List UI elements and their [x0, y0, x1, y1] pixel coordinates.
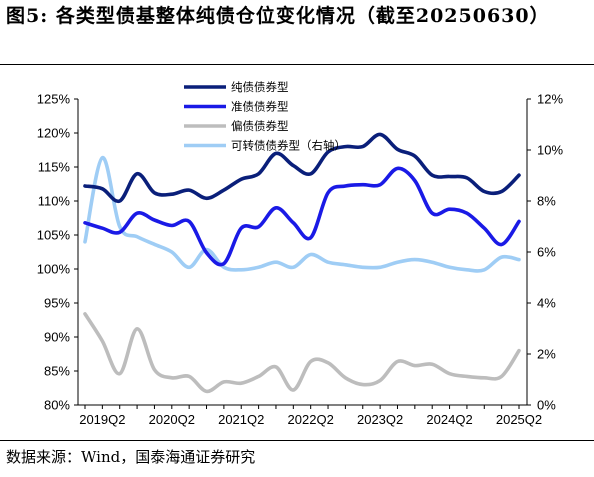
left-y-tick-label: 85% [44, 364, 70, 379]
right-y-tick-label: 4% [537, 296, 556, 311]
x-tick-label: 2025Q2 [496, 412, 542, 427]
right-y-tick-label: 12% [537, 92, 563, 107]
legend-label-pure-bond: 纯债债券型 [231, 80, 289, 94]
legend-label-convertible-bond: 可转债债券型（右轴） [231, 139, 346, 153]
right-y-tick-label: 6% [537, 245, 556, 260]
source-note: 数据来源：Wind，国泰海通证券研究 [6, 448, 256, 466]
right-y-tick-label: 10% [537, 143, 563, 158]
series-line-partial-bond [83, 312, 521, 394]
series-line-quasi-bond [83, 166, 521, 267]
x-tick-label: 2020Q2 [149, 412, 195, 427]
right-y-tick-label: 2% [537, 347, 556, 362]
left-y-tick-label: 105% [37, 228, 71, 243]
series-line-convertible-bond [83, 155, 521, 273]
chart-series [83, 132, 521, 394]
left-y-tick-label: 115% [38, 160, 71, 175]
x-tick-label: 2021Q2 [218, 412, 264, 427]
chart-title: 图5: 各类型债基整体纯债仓位变化情况（截至20250630） [6, 5, 550, 27]
right-y-tick-label: 8% [537, 194, 556, 209]
legend-label-partial-bond: 偏债债券型 [231, 119, 289, 133]
right-y-tick-label: 0% [537, 398, 556, 413]
legend-label-quasi-bond: 准债债券型 [231, 100, 289, 114]
title-divider [0, 64, 594, 65]
left-y-tick-label: 80% [44, 398, 70, 413]
line-chart: 80% 85% 90% 95% 100% 105% 110% 115% 120% 125% 0% 2%… [37, 80, 564, 428]
left-y-tick-label: 90% [44, 330, 70, 345]
left-y-tick-label: 120% [37, 126, 71, 141]
left-y-tick-label: 110% [38, 194, 71, 209]
x-tick-label: 2023Q2 [357, 412, 403, 427]
x-tick-label: 2019Q2 [79, 412, 125, 427]
left-y-tick-label: 95% [44, 296, 70, 311]
left-y-tick-label: 100% [37, 262, 71, 277]
series-line-pure-bond [83, 132, 521, 204]
source-divider [0, 440, 594, 441]
x-tick-label: 2022Q2 [288, 412, 334, 427]
chart-axes: 80% 85% 90% 95% 100% 105% 110% 115% 120% 125% 0% 2%… [37, 92, 564, 428]
left-y-tick-label: 125% [37, 92, 71, 107]
x-tick-label: 2024Q2 [426, 412, 472, 427]
